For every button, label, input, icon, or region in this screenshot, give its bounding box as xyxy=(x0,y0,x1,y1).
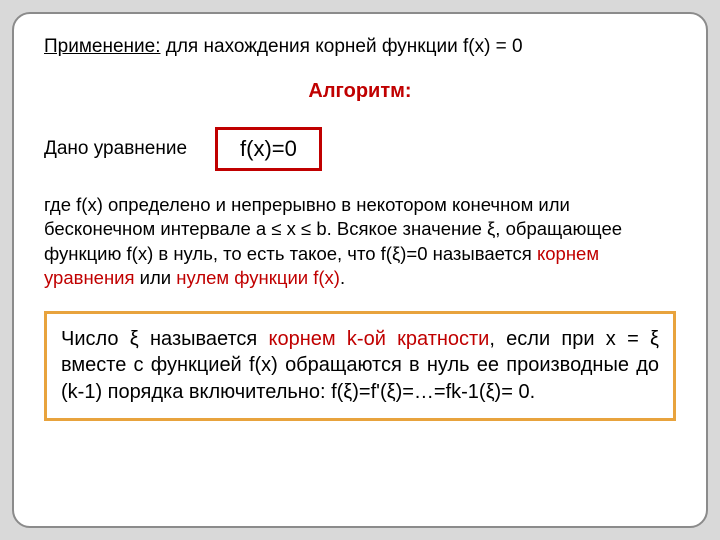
definition-part3: . xyxy=(340,267,345,288)
given-row: Дано уравнение f(x)=0 xyxy=(44,127,676,171)
algorithm-heading: Алгоритм: xyxy=(44,80,676,103)
definition-red2: нулем функции f(x) xyxy=(176,267,340,288)
definition-part1: где f(x) определено и непрерывно в некот… xyxy=(44,194,622,264)
definition-text: где f(x) определено и непрерывно в некот… xyxy=(44,193,676,291)
equation-box: f(x)=0 xyxy=(215,127,322,171)
title-label: Применение: xyxy=(44,36,160,57)
title-rest: для нахождения корней функции f(x) = 0 xyxy=(160,36,522,57)
slide-card: Применение: для нахождения корней функци… xyxy=(12,12,708,528)
given-label: Дано уравнение xyxy=(44,138,187,160)
root-box-red1: корнем k-ой кратности xyxy=(269,328,490,350)
definition-part2: или xyxy=(135,267,177,288)
root-multiplicity-box: Число ξ называется корнем k-ой кратности… xyxy=(44,311,676,421)
root-box-part1: Число ξ называется xyxy=(61,328,269,350)
title-line: Применение: для нахождения корней функци… xyxy=(44,36,676,58)
